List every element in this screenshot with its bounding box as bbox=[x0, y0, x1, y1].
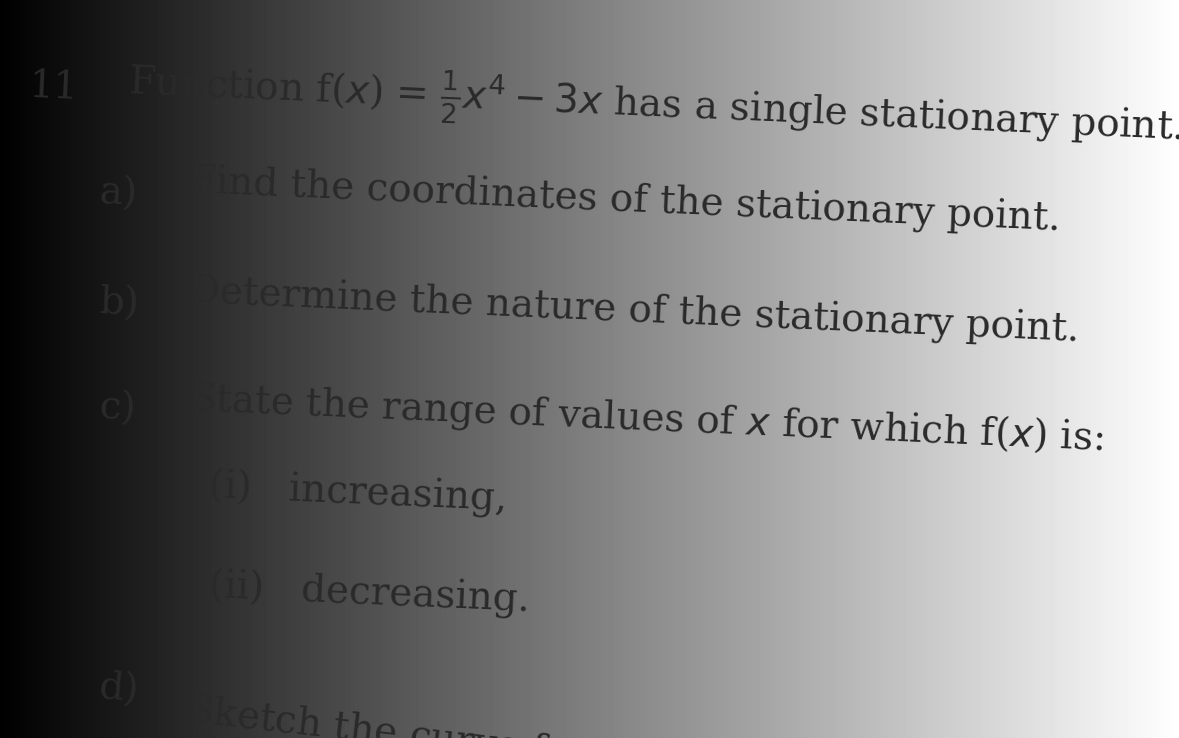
Text: Determine the nature of the stationary point.: Determine the nature of the stationary p… bbox=[189, 273, 1080, 350]
Text: 11: 11 bbox=[28, 68, 79, 107]
Text: d): d) bbox=[97, 670, 140, 710]
Text: State the range of values of $x$ for which f($x$) is:: State the range of values of $x$ for whi… bbox=[189, 378, 1105, 460]
Text: a): a) bbox=[98, 175, 138, 213]
Text: Sketch the curve for the function f($x$) = $\frac{1}{2}x^4 - 3x$: Sketch the curve for the function f($x$)… bbox=[184, 683, 1139, 738]
Text: b): b) bbox=[98, 285, 140, 324]
Text: (ii)   decreasing.: (ii) decreasing. bbox=[209, 568, 531, 621]
Text: (i)   increasing,: (i) increasing, bbox=[209, 468, 508, 520]
Text: Function f($x$) = $\frac{1}{2}x^4 - 3x$ has a single stationary point.: Function f($x$) = $\frac{1}{2}x^4 - 3x$ … bbox=[127, 55, 1179, 159]
Text: c): c) bbox=[98, 390, 137, 429]
Text: Find the coordinates of the stationary point.: Find the coordinates of the stationary p… bbox=[189, 163, 1061, 239]
